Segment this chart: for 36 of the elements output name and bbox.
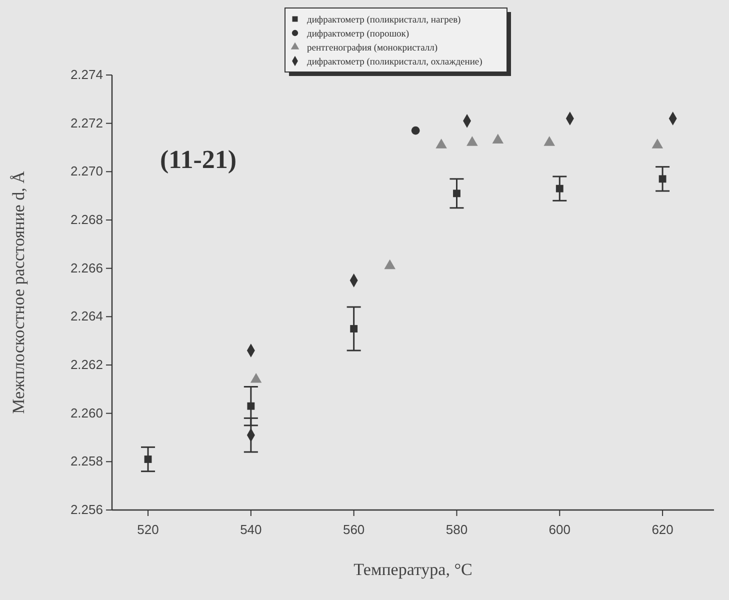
- x-tick-label: 560: [342, 522, 365, 537]
- annotation: (11-21): [160, 145, 237, 174]
- y-axis-title: Межплоскостное расстояние d, Å: [9, 170, 28, 414]
- x-tick-label: 600: [548, 522, 570, 537]
- point: [411, 126, 420, 135]
- x-tick-label: 540: [240, 522, 262, 537]
- point: [466, 136, 478, 146]
- y-tick-label: 2.268: [70, 212, 103, 227]
- legend-label: дифрактометр (порошок): [307, 30, 410, 40]
- y-tick-label: 2.264: [70, 308, 103, 324]
- legend-label: рентгенография (монокристалл): [307, 44, 438, 54]
- point: [658, 175, 666, 183]
- legend-label: дифрактометр (поликристалл, нагрев): [307, 16, 461, 26]
- legend-label: дифрактометр (поликристалл, охлаждение): [307, 58, 482, 68]
- point: [144, 456, 152, 463]
- point: [652, 138, 664, 148]
- y-tick-label: 2.258: [70, 454, 103, 469]
- y-tick-label: 2.274: [70, 67, 103, 82]
- point: [544, 136, 555, 146]
- y-tick-label: 2.270: [70, 164, 103, 179]
- point: [436, 138, 447, 148]
- point: [453, 190, 460, 198]
- point: [247, 402, 255, 410]
- y-tick-label: 2.262: [70, 357, 103, 372]
- x-tick-label: 520: [137, 522, 159, 537]
- x-tick-label: 580: [446, 522, 468, 537]
- y-tick-label: 2.266: [70, 260, 103, 276]
- y-tick-label: 2.272: [70, 115, 103, 130]
- point: [492, 134, 504, 144]
- y-tick-label: 2.256: [70, 502, 103, 517]
- point: [350, 325, 358, 332]
- x-tick-label: 620: [652, 522, 674, 537]
- y-tick-label: 2.260: [70, 405, 103, 420]
- point: [556, 184, 564, 192]
- point: [384, 259, 396, 270]
- x-axis-title: Температура, °C: [354, 560, 472, 579]
